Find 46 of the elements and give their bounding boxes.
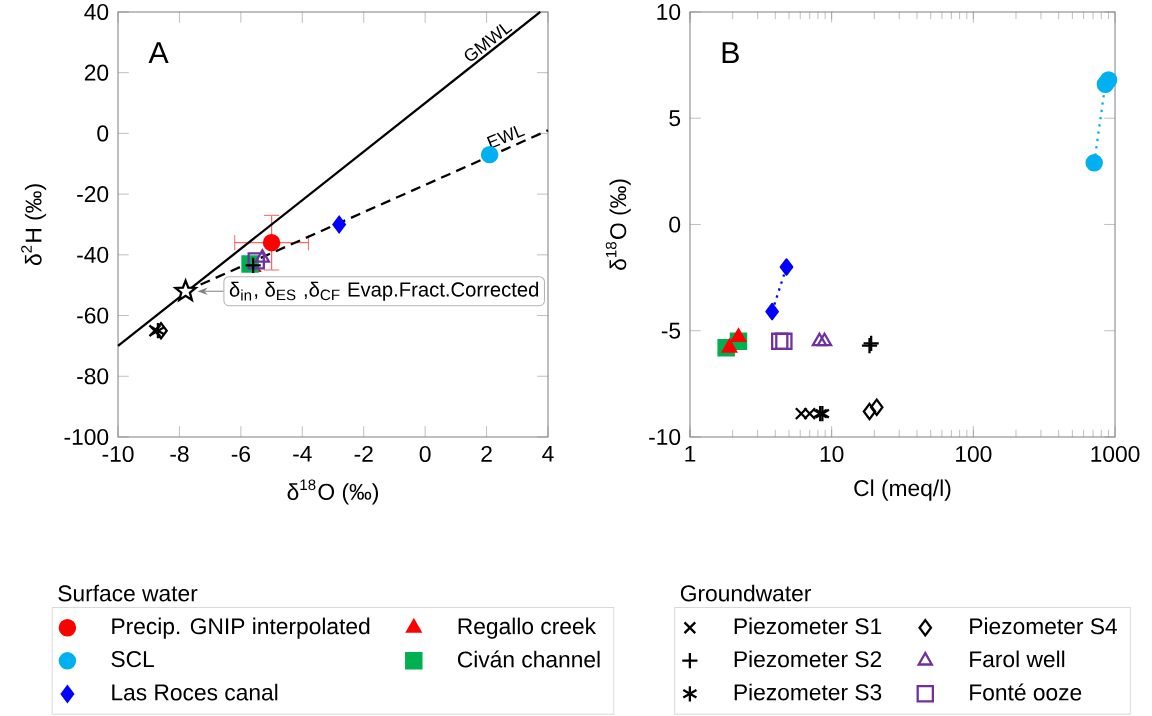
legend-label: Civán channel <box>457 650 600 668</box>
y-axis-title: δ$^{2}$H (‰) <box>21 184 47 266</box>
x-tick-label: -6 <box>231 445 250 463</box>
x-tick-label: -8 <box>170 445 189 463</box>
legend-title: Groundwater <box>680 584 812 602</box>
x-tick-label: -10 <box>102 445 134 463</box>
annotation: EWL <box>486 125 526 149</box>
x-tick-label: 1000 <box>1091 445 1140 463</box>
legend-label: Piezometer S2 <box>734 650 882 668</box>
y-tick-label: -100 <box>64 428 109 446</box>
x-axis-title: Cl (meq/l) <box>854 479 951 501</box>
legend-label: Piezometer S1 <box>734 617 882 635</box>
y-tick-label: 5 <box>669 110 681 127</box>
y-tick-label: -40 <box>77 246 109 263</box>
legend-title: Surface water <box>58 584 198 602</box>
y-tick-label: 20 <box>84 64 109 81</box>
y-tick-label: -80 <box>77 368 109 385</box>
x-tick-label: 1 <box>685 445 696 462</box>
x-tick-label: 4 <box>542 445 554 462</box>
annotation: B <box>722 42 739 64</box>
x-tick-label: 0 <box>419 445 431 463</box>
y-tick-label: 10 <box>657 3 681 21</box>
y-axis-title: δ$^{18}$O (‰) <box>605 179 631 270</box>
legend-label: Farol well <box>970 650 1065 668</box>
y-tick-label: 0 <box>669 216 681 233</box>
legend-label: Piezometer S4 <box>970 617 1117 635</box>
y-tick-label: -5 <box>661 322 681 339</box>
x-tick-label: 2 <box>481 445 492 462</box>
legend-label: SCL <box>111 650 154 668</box>
annotation: δ$_{in}$, δ$_{ES}$ ,δ$_{CF}$ Evap.Fract.Corrected <box>229 281 539 301</box>
y-tick-label: 0 <box>97 125 109 142</box>
x-tick-label: -4 <box>293 445 312 462</box>
x-axis-title: δ$^{18}$O (‰) <box>287 479 379 505</box>
y-tick-label: -60 <box>77 307 109 324</box>
x-tick-label: -2 <box>354 445 373 462</box>
x-tick-label: 10 <box>820 445 844 463</box>
y-tick-label: -10 <box>649 428 681 446</box>
legend-label: Precip. GNIP interpolated <box>112 617 370 639</box>
y-tick-label: -20 <box>77 186 109 203</box>
legend-label: Regallo creek <box>458 617 597 639</box>
legend-label: Piezometer S3 <box>734 683 882 701</box>
x-tick-label: 100 <box>956 445 992 463</box>
annotation: A <box>148 42 169 64</box>
y-tick-label: 40 <box>84 3 109 21</box>
legend-label: Las Roces canal <box>112 683 278 701</box>
legend-label: Fonté ooze <box>970 683 1082 701</box>
